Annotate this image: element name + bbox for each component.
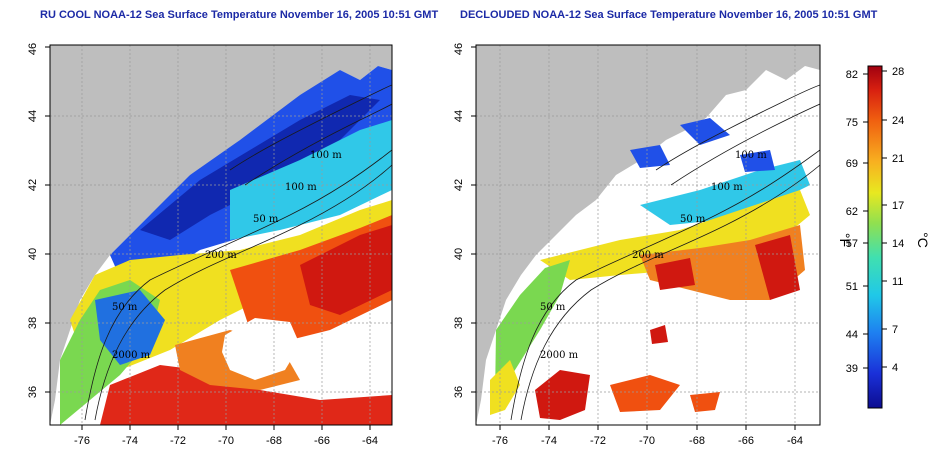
lon-tick-label: -66 bbox=[738, 435, 754, 447]
lon-tick-label: -68 bbox=[266, 435, 282, 447]
fahrenheit-tick: 62 bbox=[846, 206, 858, 218]
right-bathymetry bbox=[510, 84, 820, 421]
sst-gulf-stream bbox=[300, 225, 392, 315]
lat-tick-label: 38 bbox=[27, 317, 39, 329]
sst-south-orange bbox=[610, 375, 720, 412]
lon-tick-label: -70 bbox=[218, 435, 234, 447]
contour-label-100m: 100 m bbox=[310, 150, 342, 161]
celsius-tick: 7 bbox=[892, 324, 898, 336]
lon-tick-label: -76 bbox=[492, 435, 508, 447]
lon-tick-label: -64 bbox=[787, 435, 803, 447]
celsius-unit: °C bbox=[915, 232, 931, 248]
lat-tick-label: 44 bbox=[453, 110, 465, 122]
sst-red-patch bbox=[650, 325, 668, 344]
sst-yellow-coast bbox=[490, 360, 520, 415]
celsius-tick: 24 bbox=[892, 115, 904, 127]
fahrenheit-labels: 82 75 69 62 57 51 44 39 bbox=[846, 69, 858, 375]
lat-tick-label: 42 bbox=[453, 179, 465, 191]
right-grid bbox=[476, 45, 820, 425]
left-grid bbox=[50, 45, 392, 425]
contour-label-50m: 50 m bbox=[253, 214, 279, 225]
fahrenheit-tick: 75 bbox=[846, 117, 858, 129]
sst-gulf-stream bbox=[655, 235, 800, 300]
lon-tick-label: -72 bbox=[170, 435, 186, 447]
contour-label-2000m: 2000 m bbox=[112, 350, 151, 361]
right-lat-labels: 36 38 40 42 44 46 bbox=[453, 43, 465, 398]
fahrenheit-tick: 51 bbox=[846, 281, 858, 293]
lat-tick-label: 38 bbox=[453, 317, 465, 329]
contour-label-100m: 100 m bbox=[735, 150, 767, 161]
contour-label-100m-b: 100 m bbox=[711, 182, 743, 193]
fahrenheit-tick: 39 bbox=[846, 363, 858, 375]
lat-tick-label: 36 bbox=[453, 386, 465, 398]
right-lon-labels: -76 -74 -72 -70 -68 -66 -64 bbox=[492, 435, 803, 447]
contour-label-50m-b: 50 m bbox=[112, 302, 138, 313]
celsius-tick: 21 bbox=[892, 153, 904, 165]
right-map-frame bbox=[475, 44, 821, 426]
right-map-title: DECLOUDED NOAA-12 Sea Surface Temperatur… bbox=[460, 9, 878, 21]
land-area bbox=[476, 45, 820, 425]
celsius-tick: 17 bbox=[892, 200, 904, 212]
contour-label-2000m: 2000 m bbox=[540, 350, 579, 361]
sst-warm-water bbox=[540, 190, 810, 280]
lon-tick-label: -68 bbox=[689, 435, 705, 447]
lon-tick-label: -74 bbox=[122, 435, 138, 447]
sst-cool-water bbox=[640, 160, 810, 225]
sst-cold-patch bbox=[630, 118, 775, 172]
sst-south-hot bbox=[100, 365, 392, 425]
sst-deep-cold bbox=[140, 95, 380, 240]
right-ticks bbox=[471, 46, 796, 430]
cloud-gap bbox=[222, 318, 300, 380]
contour-label-100m-b: 100 m bbox=[285, 182, 317, 193]
left-map-title: RU COOL NOAA-12 Sea Surface Temperature … bbox=[40, 9, 439, 21]
colorbar-ticks bbox=[863, 70, 887, 369]
sst-green-coast bbox=[495, 260, 570, 400]
land-area bbox=[50, 45, 392, 425]
lat-tick-label: 44 bbox=[27, 110, 39, 122]
fahrenheit-unit: °F bbox=[837, 233, 853, 247]
lon-tick-label: -66 bbox=[314, 435, 330, 447]
fahrenheit-tick: 57 bbox=[846, 238, 858, 250]
fahrenheit-tick: 82 bbox=[846, 69, 858, 81]
lat-tick-label: 46 bbox=[453, 43, 465, 55]
right-map-panel: 100 m 100 m 50 m 200 m 50 m 2000 m -76 -… bbox=[453, 43, 821, 447]
left-map-panel: 100 m 100 m 50 m 200 m 50 m 2000 m -76 bbox=[27, 43, 393, 447]
lon-tick-label: -72 bbox=[590, 435, 606, 447]
contour-label-200m: 200 m bbox=[205, 250, 237, 261]
lat-tick-label: 40 bbox=[27, 248, 39, 260]
left-bathymetry bbox=[84, 84, 392, 421]
sst-blue-south bbox=[95, 290, 165, 365]
lon-tick-label: -64 bbox=[362, 435, 378, 447]
fahrenheit-tick: 44 bbox=[846, 329, 858, 341]
celsius-tick: 14 bbox=[892, 238, 904, 250]
lat-tick-label: 40 bbox=[453, 248, 465, 260]
sst-cool-water bbox=[230, 120, 392, 240]
left-lon-labels: -76 -74 -72 -70 -68 -66 -64 bbox=[74, 435, 378, 447]
left-ticks bbox=[45, 46, 371, 430]
colorbar-gradient bbox=[867, 65, 883, 409]
colorbar: 82 75 69 62 57 51 44 39 28 24 21 17 14 1… bbox=[837, 65, 931, 409]
celsius-tick: 4 bbox=[892, 362, 898, 374]
left-map-frame bbox=[49, 44, 393, 426]
lat-tick-label: 46 bbox=[27, 43, 39, 55]
contour-label-50m-b: 50 m bbox=[540, 302, 566, 313]
celsius-tick: 11 bbox=[892, 276, 903, 288]
contour-label-200m: 200 m bbox=[632, 250, 664, 261]
celsius-labels: 28 24 21 17 14 11 7 4 bbox=[892, 66, 904, 374]
lon-tick-label: -70 bbox=[639, 435, 655, 447]
celsius-tick: 28 bbox=[892, 66, 904, 78]
left-lat-labels: 36 38 40 42 44 46 bbox=[27, 43, 39, 398]
fahrenheit-tick: 69 bbox=[846, 158, 858, 170]
contour-label-50m: 50 m bbox=[680, 214, 706, 225]
lat-tick-label: 36 bbox=[27, 386, 39, 398]
lon-tick-label: -76 bbox=[74, 435, 90, 447]
lat-tick-label: 42 bbox=[27, 179, 39, 191]
lon-tick-label: -74 bbox=[541, 435, 557, 447]
